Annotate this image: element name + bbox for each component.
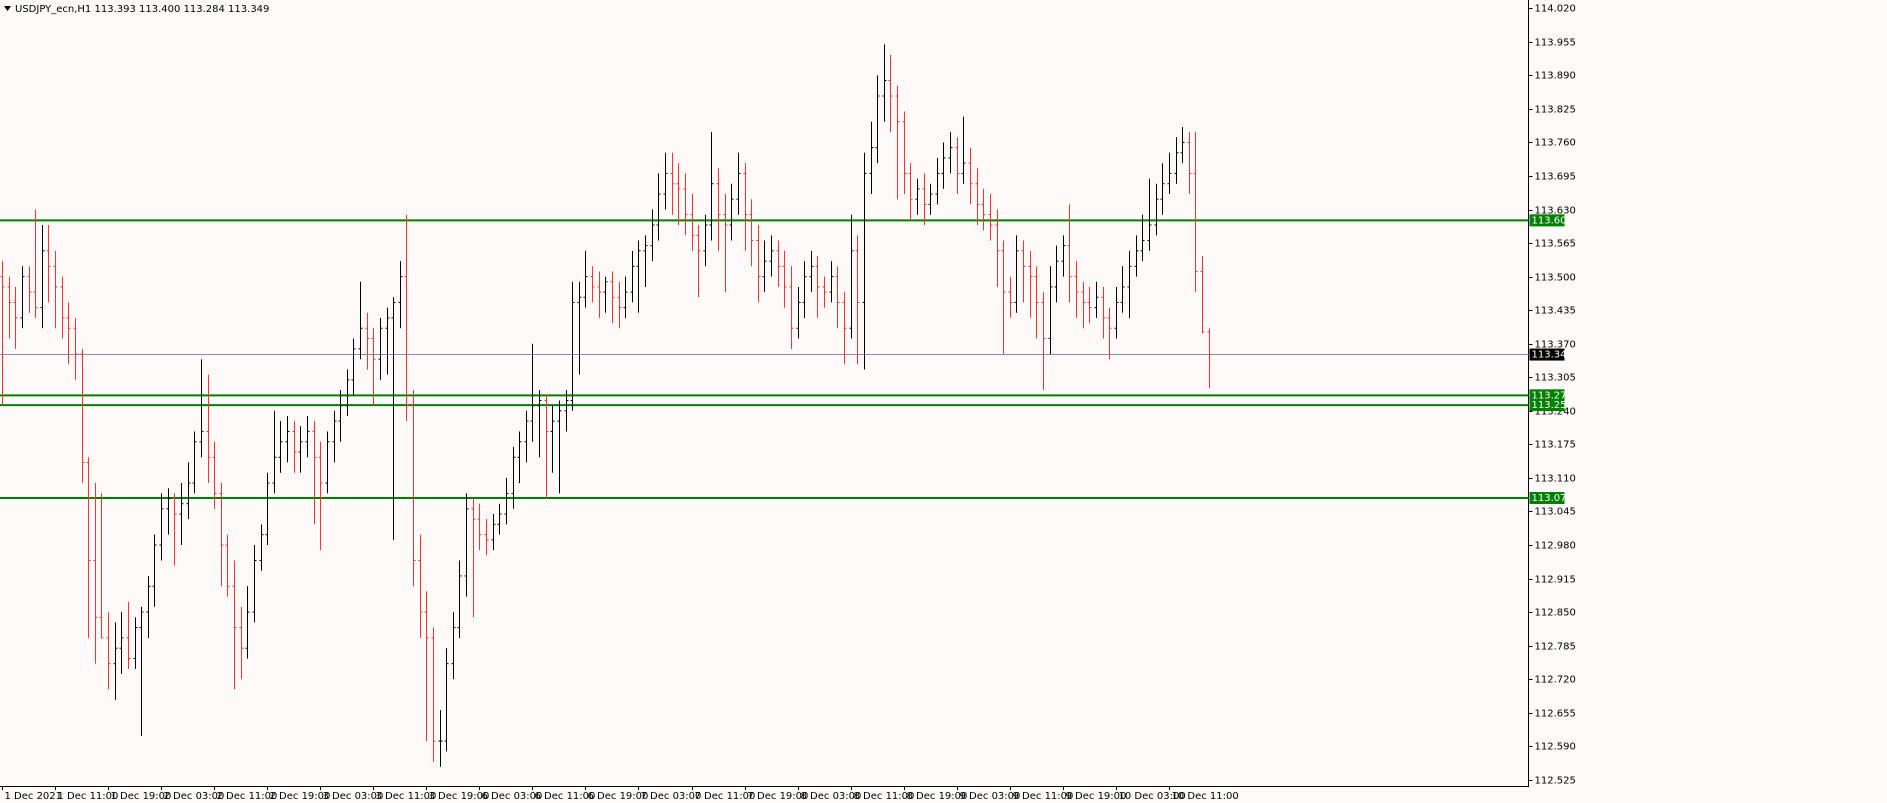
x-tick-label: 8 Dec 19:00 — [907, 791, 968, 802]
y-tick-label: 112.525 — [1535, 776, 1576, 787]
y-tick-label: 113.110 — [1535, 474, 1576, 485]
y-tick-label: 113.500 — [1535, 273, 1576, 284]
x-tick-label: 9 Dec 19:00 — [1066, 791, 1127, 802]
level-label-box — [1529, 214, 1565, 227]
x-tick-label: 3 Dec 03:00 — [323, 791, 384, 802]
y-tick-label: 112.850 — [1535, 608, 1576, 619]
level-label-box — [1529, 389, 1565, 402]
x-tick-label: 10 Dec 11:00 — [1172, 791, 1239, 802]
x-tick-label: 6 Dec 19:00 — [588, 791, 649, 802]
y-tick-label: 114.020 — [1535, 4, 1576, 15]
y-tick-label: 113.825 — [1535, 105, 1576, 116]
level-label-box — [1529, 492, 1565, 505]
x-tick-label: 1 Dec 11:00 — [58, 791, 119, 802]
x-tick-label: 8 Dec 11:00 — [854, 791, 915, 802]
x-tick-label: 7 Dec 19:00 — [748, 791, 809, 802]
y-tick-label: 113.890 — [1535, 71, 1576, 82]
x-tick-label: 1 Dec 2021 — [5, 791, 63, 802]
symbol-menu-arrow[interactable] — [4, 6, 11, 11]
chart-title: USDJPY_ecn,H1 113.393 113.400 113.284 11… — [15, 4, 269, 15]
x-tick-label: 6 Dec 03:00 — [482, 791, 543, 802]
level-label: 113.609 — [1532, 215, 1573, 226]
level-label: 113.349 — [1532, 350, 1573, 361]
y-tick-label: 113.175 — [1535, 440, 1576, 451]
level-label-box — [1529, 348, 1565, 361]
x-tick-label: 1 Dec 19:00 — [111, 791, 172, 802]
y-tick-label: 113.370 — [1535, 340, 1576, 351]
level-label: 113.071 — [1532, 493, 1573, 504]
y-tick-label: 113.045 — [1535, 507, 1576, 518]
y-tick-label: 113.305 — [1535, 373, 1576, 384]
y-tick-label: 112.785 — [1535, 642, 1576, 653]
y-tick-label: 113.435 — [1535, 306, 1576, 317]
y-tick-label: 112.655 — [1535, 709, 1576, 720]
x-tick-label: 7 Dec 03:00 — [641, 791, 702, 802]
x-tick-label: 2 Dec 11:00 — [217, 791, 278, 802]
y-tick-label: 113.955 — [1535, 38, 1576, 49]
x-tick-label: 10 Dec 03:00 — [1119, 791, 1186, 802]
y-tick-label: 113.760 — [1535, 138, 1576, 149]
x-tick-label: 6 Dec 11:00 — [535, 791, 596, 802]
y-tick-label: 113.565 — [1535, 239, 1576, 250]
x-tick-label: 3 Dec 11:00 — [376, 791, 437, 802]
x-tick-label: 9 Dec 11:00 — [1013, 791, 1074, 802]
x-tick-label: 8 Dec 03:00 — [801, 791, 862, 802]
y-tick-label: 112.915 — [1535, 575, 1576, 586]
level-label: 113.270 — [1532, 390, 1573, 401]
y-tick-label: 113.630 — [1535, 206, 1576, 217]
y-tick-label: 112.720 — [1535, 675, 1576, 686]
y-tick-label: 113.695 — [1535, 172, 1576, 183]
y-tick-label: 112.590 — [1535, 742, 1576, 753]
y-tick-label: 112.980 — [1535, 541, 1576, 552]
y-tick-label: 113.240 — [1535, 407, 1576, 418]
x-tick-label: 3 Dec 19:00 — [429, 791, 490, 802]
level-label: 113.251 — [1532, 400, 1573, 411]
x-tick-label: 9 Dec 03:00 — [960, 791, 1021, 802]
x-tick-label: 2 Dec 19:00 — [270, 791, 331, 802]
level-label-box — [1529, 399, 1565, 412]
x-tick-label: 2 Dec 03:00 — [164, 791, 225, 802]
x-tick-label: 7 Dec 11:00 — [695, 791, 756, 802]
